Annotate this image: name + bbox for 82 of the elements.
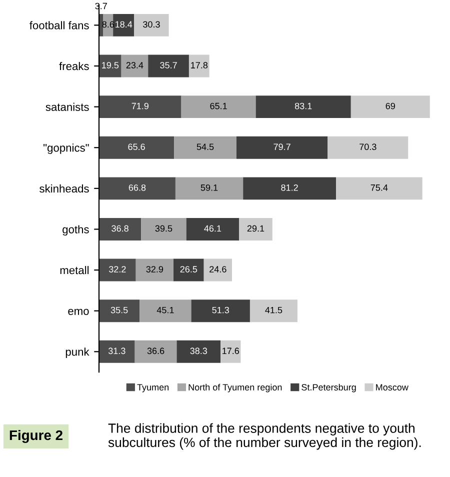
data-label: 17.8 [191,62,208,68]
bar [181,96,256,118]
bar [328,136,408,159]
bar [175,177,244,200]
bar [336,177,422,200]
y-tick-label: freaks [59,62,89,70]
data-label: 70.3 [360,144,376,150]
data-label: 23.4 [126,62,144,68]
bar [136,258,174,282]
y-tick-label: football fans [30,21,89,30]
bar [239,218,272,240]
data-label: 36.8 [112,225,128,232]
caption: Figure 2 [10,430,62,443]
data-label: 24.6 [210,266,226,272]
bar [188,54,210,78]
data-label: 30.3 [143,21,160,28]
bar [134,340,177,363]
bar [99,258,136,282]
y-tick-label: emo [68,308,89,315]
data-label: 54.5 [196,144,214,150]
bar [99,218,142,240]
bar [148,54,189,78]
bar [176,340,221,363]
data-label: 51.3 [212,306,229,314]
data-label: 36.6 [147,348,164,354]
bar [99,300,140,322]
data-label: 17.6 [222,348,240,354]
bar [99,340,135,363]
bar [113,14,134,36]
bar [236,136,328,159]
legend-label: North of Tyumen region [188,384,282,392]
bar [141,218,186,240]
y-tick-label: goths [62,225,89,236]
data-label: 32.9 [146,266,164,272]
bar [350,96,430,118]
bar [121,54,148,78]
y-tick-label: punk [66,348,90,358]
data-label: 71.9 [132,102,149,110]
data-label: 65.1 [210,102,227,110]
bar [99,96,182,118]
data-label: 18.4 [116,21,132,28]
data-label: 26.5 [180,266,198,272]
bar [250,300,298,322]
bar [99,177,176,200]
y-tick-label: metall [60,266,89,274]
data-label: 46.1 [204,225,222,232]
data-label: 31.3 [108,348,126,354]
data-label: 29.1 [247,225,264,232]
data-label: 32.2 [108,266,126,272]
bar [174,258,204,282]
bar [256,96,351,118]
data-label: 19.5 [102,62,119,68]
bar [134,14,169,36]
data-label: 39.5 [155,225,172,232]
data-label: 69 [386,102,395,110]
data-label: 38.3 [190,348,208,354]
bar [220,340,241,363]
bar [204,258,232,282]
y-tick-label: "gopnics" [44,144,89,154]
bar [191,300,250,322]
bar [243,177,336,200]
data-label: 41.5 [265,306,282,314]
data-label: 81.2 [281,184,298,191]
data-label: 79.7 [274,144,290,150]
legend-label: St.Petersburg [302,384,356,392]
text: The distribution of the respondents negative to youth subcultures (% of the number surveyed in the region). [108,423,421,450]
bar [140,300,192,322]
data-label: 35.7 [160,62,177,68]
bar [186,218,240,240]
data-label: 35.5 [110,306,128,314]
data-label: 59.1 [200,184,218,191]
data-label: 45.1 [156,306,174,314]
bar [174,136,236,159]
y-tick-label: skinheads [40,184,89,193]
data-label: 75.4 [370,184,388,191]
y-tick-label: satanists [46,102,89,111]
legend-label: Tyumen [137,384,169,392]
data-label: 66.8 [128,184,146,191]
data-label: 83.1 [294,102,312,110]
bar [99,136,174,159]
legend-label: Moscow [376,384,408,390]
data-label: 65.6 [128,144,145,150]
